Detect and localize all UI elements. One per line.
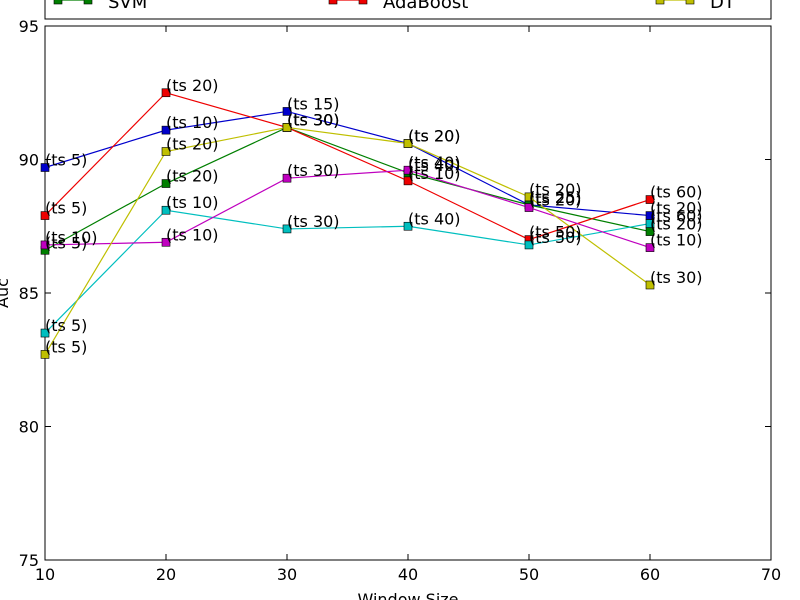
series-line xyxy=(44,209,651,334)
data-point xyxy=(282,173,292,183)
data-label: (ts 30) xyxy=(287,110,340,129)
x-tick-label: 40 xyxy=(398,565,418,584)
axis-ticks: 10 20 30 40 50 60 70 75 80 85 90 95 xyxy=(19,17,782,584)
data-point xyxy=(645,219,655,228)
series-line xyxy=(44,92,651,241)
y-tick-label: 75 xyxy=(19,551,39,570)
data-point xyxy=(40,163,50,172)
data-point xyxy=(40,328,50,338)
data-label: (ts 20) xyxy=(529,191,582,210)
data-label: (ts 5) xyxy=(45,199,87,218)
data-label: (ts 40) xyxy=(408,209,461,228)
data-label: (ts 10) xyxy=(166,225,219,244)
data-point xyxy=(161,147,171,156)
y-tick-label: 80 xyxy=(19,418,39,437)
data-label: (ts 20) xyxy=(166,134,219,153)
data-point xyxy=(403,221,413,231)
legend-label: SVM xyxy=(108,0,147,13)
data-label: (ts 10) xyxy=(408,164,461,183)
data-point xyxy=(403,165,413,175)
data-point xyxy=(645,280,655,290)
data-point xyxy=(161,179,171,188)
data-label: (ts 5) xyxy=(45,151,87,170)
data-point xyxy=(161,237,171,247)
data-label: (ts 20) xyxy=(166,76,219,95)
data-label: (ts 20) xyxy=(529,180,582,199)
data-label: (ts 10) xyxy=(45,228,98,247)
data-label: (ts 60) xyxy=(650,207,703,226)
data-point xyxy=(282,224,292,234)
data-label: (ts 40) xyxy=(408,153,461,172)
data-label: (ts 10) xyxy=(166,193,219,212)
data-label: (ts 20) xyxy=(650,199,703,218)
data-label: (ts 25) xyxy=(529,188,582,207)
series-line xyxy=(44,126,651,251)
data-point xyxy=(524,192,534,202)
legend-marker xyxy=(328,0,338,5)
legend-frame xyxy=(44,0,772,20)
data-label: (ts 30) xyxy=(287,110,340,129)
data-label: (ts 25) xyxy=(529,188,582,207)
data-label: (ts 10) xyxy=(650,231,703,250)
data-label: (ts 50) xyxy=(529,223,582,242)
data-point xyxy=(161,125,171,135)
data-label: (ts 20) xyxy=(650,215,703,234)
legend-marker xyxy=(685,0,695,5)
data-label: (ts 30) xyxy=(650,268,703,287)
data-label: (ts 60) xyxy=(650,183,703,202)
data-point xyxy=(40,240,50,250)
x-tick-label: 30 xyxy=(277,565,297,584)
y-tick-label: 90 xyxy=(19,151,39,170)
annotation-layer: (ts 5)(ts 10)(ts 15)(ts 20)(ts 25)(ts 20… xyxy=(45,76,703,357)
x-tick-label: 70 xyxy=(761,565,781,584)
data-point xyxy=(403,176,413,186)
data-label: (ts 40) xyxy=(408,156,461,175)
data-label: (ts 5) xyxy=(45,233,87,252)
x-tick-label: 20 xyxy=(156,565,176,584)
series-line xyxy=(44,169,651,249)
data-label: (ts 5) xyxy=(45,316,87,335)
series-layer xyxy=(40,88,655,359)
data-point xyxy=(524,203,534,212)
data-label: (ts 20) xyxy=(408,126,461,145)
data-label: (ts 30) xyxy=(287,110,340,129)
plot-frame xyxy=(44,25,772,561)
data-point xyxy=(161,88,171,98)
x-axis-label: Window Size xyxy=(357,590,458,600)
legend-label: DT xyxy=(710,0,736,13)
data-point xyxy=(40,350,50,359)
data-label: (ts 10) xyxy=(166,113,219,132)
legend-marker xyxy=(358,0,368,5)
x-tick-label: 50 xyxy=(519,565,539,584)
y-axis-label: Auc xyxy=(0,278,12,308)
data-point xyxy=(161,205,171,215)
data-point xyxy=(645,243,655,252)
series-line xyxy=(44,110,651,217)
data-point xyxy=(524,240,534,250)
legend-marker xyxy=(83,0,93,5)
data-label: (ts 20) xyxy=(408,126,461,145)
data-label: (ts 5) xyxy=(45,337,87,356)
legend-marker xyxy=(655,0,665,5)
data-label: (ts 20) xyxy=(166,167,219,186)
data-label: (ts 30) xyxy=(287,212,340,231)
y-tick-label: 95 xyxy=(19,17,39,36)
x-tick-label: 60 xyxy=(640,565,660,584)
legend: SVM AdaBoost DT xyxy=(44,0,772,20)
legend-label: AdaBoost xyxy=(383,0,468,13)
data-point xyxy=(282,107,292,116)
data-label: (ts 30) xyxy=(287,161,340,180)
data-point xyxy=(645,195,655,204)
legend-marker xyxy=(53,0,63,5)
data-point xyxy=(282,123,292,132)
data-point xyxy=(403,139,413,148)
x-tick-label: 10 xyxy=(35,565,55,584)
series-line xyxy=(44,126,651,355)
data-point xyxy=(40,211,50,220)
data-label: (ts 50) xyxy=(529,228,582,247)
y-tick-label: 85 xyxy=(19,284,39,303)
data-label: (ts 15) xyxy=(287,94,340,113)
